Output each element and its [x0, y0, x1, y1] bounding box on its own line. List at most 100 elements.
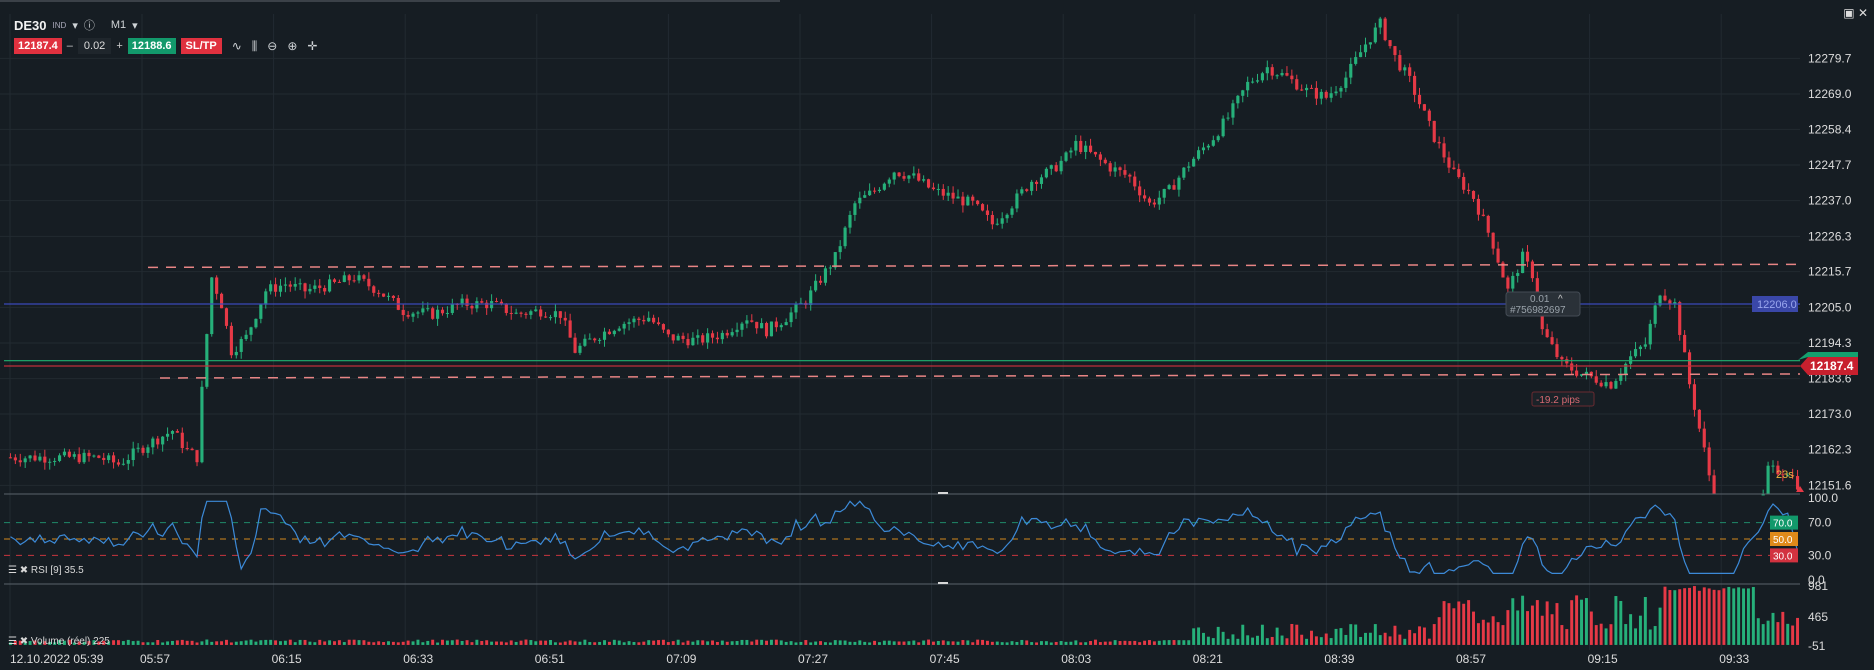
candle[interactable] — [1442, 143, 1446, 158]
candle[interactable] — [1359, 52, 1363, 58]
candle[interactable] — [509, 312, 513, 314]
candle[interactable] — [421, 308, 425, 313]
candle[interactable] — [1059, 160, 1063, 172]
candle[interactable] — [1093, 151, 1098, 155]
candle[interactable] — [652, 317, 656, 323]
candle[interactable] — [617, 328, 621, 331]
candle[interactable] — [853, 203, 857, 215]
candle[interactable] — [1668, 300, 1672, 305]
candle[interactable] — [460, 298, 464, 305]
candle[interactable] — [1010, 208, 1014, 215]
candle[interactable] — [799, 302, 803, 304]
candle[interactable] — [475, 301, 479, 309]
candle[interactable] — [200, 386, 204, 463]
candle[interactable] — [195, 450, 199, 463]
candle[interactable] — [578, 345, 582, 353]
candle[interactable] — [1422, 104, 1426, 111]
candle[interactable] — [239, 338, 243, 352]
zoom-out-icon[interactable]: ⊖ — [267, 39, 278, 53]
candle[interactable] — [686, 339, 690, 346]
candle[interactable] — [548, 317, 553, 319]
symbol-dropdown-icon[interactable]: ▾ — [72, 19, 78, 32]
candle[interactable] — [116, 462, 121, 465]
indicators-icon[interactable]: ⫼ — [251, 38, 258, 53]
candle[interactable] — [848, 214, 852, 228]
candle[interactable] — [539, 309, 543, 317]
candle[interactable] — [1182, 167, 1186, 178]
candle[interactable] — [1663, 295, 1667, 301]
candle[interactable] — [1295, 79, 1299, 90]
candle[interactable] — [1319, 91, 1323, 99]
candle[interactable] — [401, 309, 405, 316]
candle[interactable] — [769, 321, 774, 337]
candle[interactable] — [745, 320, 749, 324]
candle[interactable] — [1521, 251, 1525, 274]
candle[interactable] — [308, 288, 312, 292]
candle[interactable] — [190, 448, 194, 451]
candle[interactable] — [347, 275, 351, 281]
candle[interactable] — [362, 275, 366, 279]
candle[interactable] — [48, 461, 52, 463]
candle[interactable] — [814, 280, 818, 291]
candle[interactable] — [794, 303, 798, 313]
candle[interactable] — [283, 284, 287, 286]
candle[interactable] — [151, 438, 155, 448]
quantity-increase-button[interactable]: + — [116, 40, 123, 52]
candle[interactable] — [755, 321, 759, 329]
candle[interactable] — [1025, 189, 1029, 191]
candle[interactable] — [843, 227, 847, 247]
candle[interactable] — [278, 285, 283, 292]
candle[interactable] — [215, 277, 219, 294]
candle[interactable] — [1221, 118, 1225, 137]
candle[interactable] — [666, 329, 670, 335]
candle[interactable] — [1491, 232, 1495, 249]
candle[interactable] — [33, 455, 37, 461]
candle[interactable] — [1098, 154, 1102, 160]
candle[interactable] — [1471, 190, 1476, 199]
panel-menu-icon[interactable]: ☰ — [8, 636, 17, 647]
candle[interactable] — [1467, 189, 1471, 191]
candle[interactable] — [288, 284, 292, 287]
candle[interactable] — [1653, 305, 1657, 324]
candle[interactable] — [1781, 474, 1785, 476]
candle[interactable] — [877, 189, 882, 192]
candle[interactable] — [1074, 140, 1078, 151]
candle[interactable] — [701, 335, 705, 343]
candle[interactable] — [1231, 103, 1235, 118]
quantity-input[interactable]: 0.02 — [77, 38, 112, 54]
candle[interactable] — [568, 320, 572, 338]
candle[interactable] — [1270, 67, 1274, 76]
candle[interactable] — [1255, 80, 1260, 82]
candle[interactable] — [165, 433, 170, 437]
line-chart-icon[interactable]: ∿ — [231, 39, 242, 53]
order-tooltip[interactable] — [1505, 291, 1581, 317]
candle[interactable] — [1275, 75, 1279, 77]
candle[interactable] — [480, 301, 484, 303]
candle[interactable] — [406, 315, 410, 317]
candle[interactable] — [627, 322, 631, 324]
candle[interactable] — [1354, 57, 1358, 64]
candle[interactable] — [1108, 163, 1112, 172]
candle[interactable] — [789, 312, 793, 323]
candle[interactable] — [1761, 494, 1765, 496]
candle[interactable] — [656, 322, 661, 325]
candle[interactable] — [111, 455, 116, 463]
candle[interactable] — [1309, 87, 1314, 89]
candle[interactable] — [946, 192, 950, 196]
candle[interactable] — [1192, 158, 1196, 167]
candle[interactable] — [573, 337, 577, 353]
candle[interactable] — [1285, 73, 1289, 76]
candle[interactable] — [323, 287, 327, 292]
candle[interactable] — [642, 319, 646, 322]
candle[interactable] — [1305, 87, 1309, 91]
candle[interactable] — [1501, 262, 1505, 278]
candle[interactable] — [779, 325, 783, 328]
candle[interactable] — [1118, 167, 1122, 171]
candle[interactable] — [1481, 214, 1485, 216]
candle[interactable] — [1530, 261, 1534, 279]
candle[interactable] — [141, 447, 145, 453]
candle[interactable] — [146, 447, 150, 453]
candle[interactable] — [303, 283, 307, 292]
candle[interactable] — [833, 252, 837, 268]
